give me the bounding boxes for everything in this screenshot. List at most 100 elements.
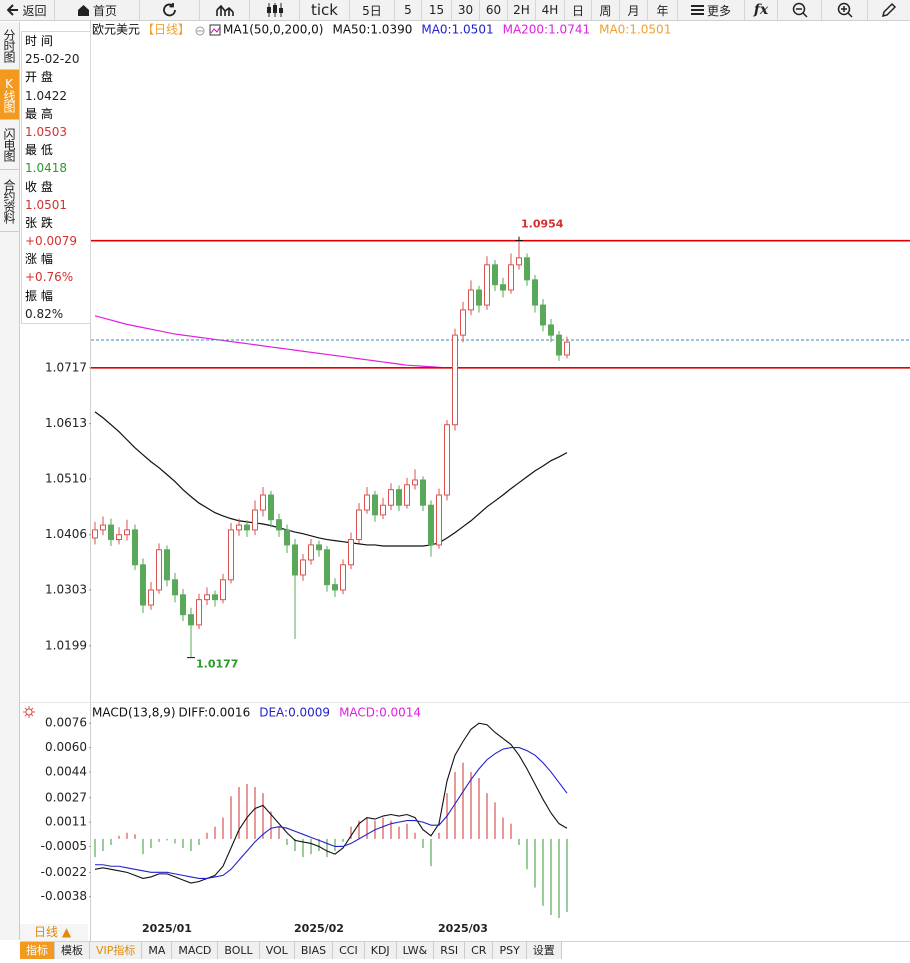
period-button[interactable]: 日 bbox=[565, 0, 592, 20]
legend-entry: MA0:1.0501 bbox=[599, 23, 671, 37]
side-tab[interactable]: 闪电图 bbox=[0, 120, 19, 170]
ma-line bbox=[94, 411, 568, 547]
candle-body bbox=[564, 341, 570, 356]
candle-body bbox=[252, 509, 258, 531]
zoom-out-icon bbox=[792, 2, 808, 18]
indicator-tab[interactable]: CR bbox=[465, 942, 494, 959]
candle-chart-button[interactable] bbox=[250, 0, 300, 20]
side-tab[interactable]: K线图 bbox=[0, 70, 19, 120]
y-tick-label: 0.0076 bbox=[45, 716, 87, 730]
candle-body bbox=[412, 479, 418, 486]
menu-icon bbox=[690, 5, 704, 15]
line-chart-button[interactable] bbox=[200, 0, 250, 20]
period-button[interactable]: 年 bbox=[648, 0, 678, 20]
candle-body bbox=[460, 309, 466, 336]
period-button[interactable]: 15 bbox=[422, 0, 452, 20]
legend-icon bbox=[210, 26, 221, 34]
period-selector[interactable]: 日线 ▲ bbox=[20, 924, 88, 941]
legend-entry: DIFF:0.0016 bbox=[179, 706, 251, 720]
candle-body bbox=[148, 589, 154, 606]
candle-body bbox=[428, 504, 434, 546]
candle-body bbox=[92, 529, 98, 539]
period-button[interactable]: 2H bbox=[508, 0, 536, 20]
indicator-tab[interactable]: KDJ bbox=[365, 942, 397, 959]
side-tab[interactable]: 合约资料 bbox=[0, 170, 19, 232]
draw-button[interactable] bbox=[868, 0, 910, 20]
candle-body bbox=[436, 494, 442, 546]
info-value: 1.0501 bbox=[25, 197, 67, 212]
low-label: 1.0177 bbox=[196, 658, 238, 671]
high-marker bbox=[515, 236, 523, 242]
candle-body bbox=[300, 559, 306, 576]
chart-background bbox=[90, 21, 910, 941]
candle-body bbox=[364, 494, 370, 511]
candle-body bbox=[204, 594, 210, 601]
period-button[interactable]: 周 bbox=[592, 0, 620, 20]
indicator-tab[interactable]: 模板 bbox=[55, 942, 90, 959]
candle-body bbox=[404, 484, 410, 506]
symbol-title: 欧元美元 bbox=[92, 23, 140, 37]
tick-button[interactable]: tick bbox=[300, 0, 350, 20]
refresh-button[interactable] bbox=[140, 0, 200, 20]
candle-body bbox=[260, 494, 266, 511]
home-icon bbox=[77, 5, 89, 16]
info-label: 张 跌 bbox=[25, 215, 53, 230]
indicator-tab[interactable]: 设置 bbox=[527, 942, 562, 959]
period-button[interactable]: 30 bbox=[452, 0, 480, 20]
formula-button[interactable]: fx bbox=[745, 0, 778, 20]
indicator-tab[interactable]: CCI bbox=[333, 942, 365, 959]
indicator-tab[interactable]: MA bbox=[142, 942, 173, 959]
legend-entry: MA1(50,0,200,0) bbox=[223, 23, 323, 37]
info-label: 最 高 bbox=[25, 106, 53, 121]
x-tick-label: 2025/01 bbox=[142, 922, 192, 935]
y-tick-label: 1.0717 bbox=[45, 360, 87, 374]
zoom-in-button[interactable] bbox=[822, 0, 868, 20]
info-value: 1.0422 bbox=[25, 88, 67, 103]
back-button[interactable]: 返回 bbox=[0, 0, 55, 20]
candle-body bbox=[524, 257, 530, 281]
candle-body bbox=[116, 534, 122, 541]
refresh-icon bbox=[162, 3, 176, 17]
indicator-tab[interactable]: VOL bbox=[260, 942, 295, 959]
info-label: 时 间 bbox=[25, 34, 53, 48]
candle-body bbox=[316, 544, 322, 551]
candle-body bbox=[324, 549, 330, 586]
indicator-tab[interactable]: BOLL bbox=[218, 942, 260, 959]
indicator-tab[interactable]: BIAS bbox=[295, 942, 334, 959]
candle-body bbox=[492, 264, 498, 286]
indicator-tab[interactable]: LW& bbox=[397, 942, 435, 959]
period-button[interactable]: 5 bbox=[395, 0, 422, 20]
x-tick-label: 2025/02 bbox=[294, 922, 344, 935]
period-button[interactable]: 4H bbox=[536, 0, 565, 20]
period-button[interactable]: 月 bbox=[620, 0, 648, 20]
dea-line bbox=[95, 747, 568, 879]
y-tick-label: -0.0038 bbox=[41, 889, 87, 903]
candle-body bbox=[556, 334, 562, 356]
indicator-tab[interactable]: 指标 bbox=[20, 942, 55, 959]
side-tab[interactable]: 分时图 bbox=[0, 22, 19, 70]
indicator-tab[interactable]: VIP指标 bbox=[90, 942, 143, 959]
info-label: 涨 幅 bbox=[25, 252, 53, 267]
zoom-out-button[interactable] bbox=[778, 0, 822, 20]
x-tick-label: 2025/03 bbox=[438, 922, 488, 935]
candle-body bbox=[100, 524, 106, 531]
y-tick-label: 1.0406 bbox=[45, 527, 87, 541]
y-tick-label: 1.0303 bbox=[45, 583, 87, 597]
info-value: 25-02-20 bbox=[25, 52, 80, 67]
home-button[interactable]: 首页 bbox=[55, 0, 140, 20]
more-button[interactable]: 更多 bbox=[678, 0, 745, 20]
period-button[interactable]: 5日 bbox=[350, 0, 395, 20]
line-chart-icon bbox=[215, 4, 234, 16]
candle-body bbox=[532, 279, 538, 306]
indicator-tab[interactable]: RSI bbox=[434, 942, 466, 959]
indicator-tab[interactable]: PSY bbox=[493, 942, 527, 959]
candle-body bbox=[548, 324, 554, 336]
period-button[interactable]: 60 bbox=[480, 0, 508, 20]
info-label: 开 盘 bbox=[25, 70, 53, 85]
candle-body bbox=[420, 479, 426, 506]
candle-body bbox=[244, 524, 250, 531]
y-tick-label: 1.0199 bbox=[45, 638, 87, 652]
candle-body bbox=[348, 539, 354, 566]
indicator-tab[interactable]: MACD bbox=[172, 942, 219, 959]
